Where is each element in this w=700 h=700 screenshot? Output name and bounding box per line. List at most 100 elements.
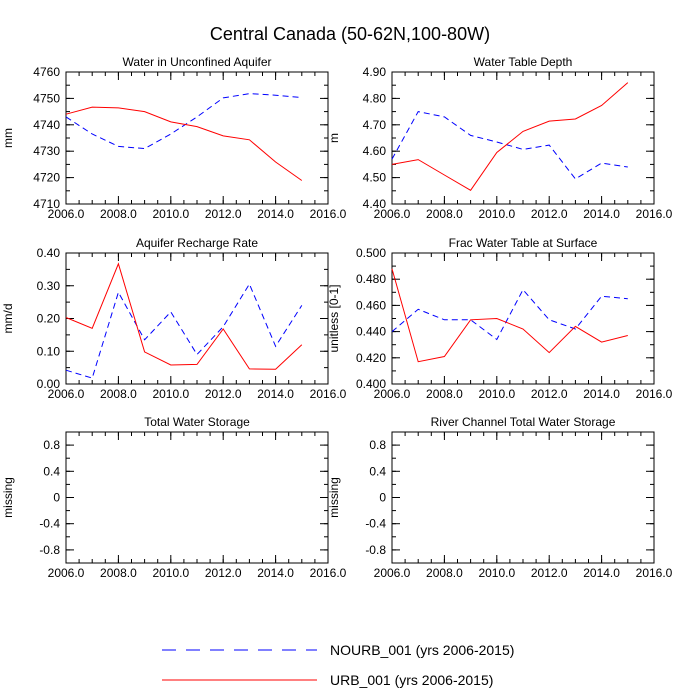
x-tick-label: 2014.0 bbox=[257, 207, 294, 221]
y-axis-label: mm/d bbox=[1, 304, 15, 334]
panel-title: Water Table Depth bbox=[474, 55, 573, 69]
x-tick-label: 2010.0 bbox=[478, 387, 515, 401]
x-tick-label: 2014.0 bbox=[257, 566, 294, 580]
y-tick-label: 4.60 bbox=[363, 144, 387, 158]
series-line-urb bbox=[65, 262, 303, 370]
y-tick-label: 4710 bbox=[33, 197, 60, 211]
x-tick-label: 2016.0 bbox=[636, 207, 673, 221]
y-tick-label: 0.00 bbox=[37, 377, 61, 391]
panel-frac-water-table-at-surface: Frac Water Table at Surface unitless [0-1… bbox=[327, 236, 673, 401]
x-tick-label: 2010.0 bbox=[478, 566, 515, 580]
y-tick-label: 4.80 bbox=[363, 91, 387, 105]
series-line-nourb bbox=[65, 93, 302, 150]
y-tick-label: 0.20 bbox=[37, 312, 61, 326]
x-tick-label: 2016.0 bbox=[636, 387, 673, 401]
x-tick-label: 2010.0 bbox=[152, 387, 189, 401]
y-tick-label: 0 bbox=[53, 491, 60, 505]
x-tick-label: 2016.0 bbox=[310, 566, 347, 580]
x-tick-label: 2008.0 bbox=[100, 387, 137, 401]
x-tick-label: 2014.0 bbox=[257, 387, 294, 401]
panel-title: Aquifer Recharge Rate bbox=[136, 236, 258, 250]
y-tick-label: -0.4 bbox=[365, 517, 386, 531]
y-tick-label: 0 bbox=[379, 491, 386, 505]
x-tick-label: 2016.0 bbox=[310, 387, 347, 401]
panel-river-channel-total-water-storage: River Channel Total Water Storage missing… bbox=[327, 415, 673, 580]
series-line-urb bbox=[391, 268, 628, 363]
x-tick-label: 2012.0 bbox=[205, 387, 242, 401]
series-line-nourb bbox=[391, 111, 628, 180]
y-tick-label: 4.40 bbox=[363, 197, 387, 211]
y-tick-label: 4.50 bbox=[363, 171, 387, 185]
x-tick-label: 2008.0 bbox=[100, 566, 137, 580]
x-tick-label: 2008.0 bbox=[426, 566, 463, 580]
legend-label-nourb: NOURB_001 (yrs 2006-2015) bbox=[330, 642, 514, 658]
x-tick-label: 2008.0 bbox=[426, 207, 463, 221]
x-tick-label: 2008.0 bbox=[100, 207, 137, 221]
y-tick-label: 0.440 bbox=[356, 325, 386, 339]
x-tick-label: 2010.0 bbox=[152, 566, 189, 580]
x-tick-label: 2014.0 bbox=[583, 207, 620, 221]
y-tick-label: -0.8 bbox=[365, 543, 386, 557]
plot-frame bbox=[391, 431, 655, 564]
x-tick-label: 2006.0 bbox=[374, 566, 411, 580]
x-tick-label: 2010.0 bbox=[152, 207, 189, 221]
figure-title: Central Canada (50-62N,100-80W) bbox=[210, 24, 490, 44]
y-tick-label: 0.460 bbox=[356, 298, 386, 312]
y-tick-label: 0.500 bbox=[356, 246, 386, 260]
series-line-urb bbox=[391, 82, 629, 191]
panel-water-in-unconfined-aquifer: Water in Unconfined Aquifer mm 2006.0 2008.… bbox=[1, 55, 347, 221]
y-tick-label: 4750 bbox=[33, 91, 60, 105]
series-line-nourb bbox=[65, 283, 303, 379]
x-tick-label: 2014.0 bbox=[583, 566, 620, 580]
y-axis-label: mm bbox=[1, 128, 15, 148]
y-axis-label: missing bbox=[327, 477, 341, 518]
x-tick-label: 2014.0 bbox=[583, 387, 620, 401]
panel-title: Frac Water Table at Surface bbox=[449, 236, 598, 250]
y-tick-label: 0.40 bbox=[37, 246, 61, 260]
y-tick-label: -0.8 bbox=[39, 543, 60, 557]
panel-total-water-storage: Total Water Storage missing 2006.0 2008.0 20… bbox=[1, 415, 347, 580]
y-tick-label: 0.10 bbox=[37, 344, 61, 358]
y-tick-label: 0.480 bbox=[356, 272, 386, 286]
y-tick-label: 4760 bbox=[33, 65, 60, 79]
y-tick-label: 0.4 bbox=[369, 464, 386, 478]
plot-frame bbox=[391, 71, 655, 205]
x-tick-label: 2006.0 bbox=[374, 387, 411, 401]
y-tick-label: 0.400 bbox=[356, 377, 386, 391]
x-tick-label: 2016.0 bbox=[310, 207, 347, 221]
y-tick-label: 4.70 bbox=[363, 118, 387, 132]
panel-water-table-depth: Water Table Depth m 2006.0 2008.0 2010.0 2012… bbox=[327, 55, 673, 221]
y-tick-label: 4.90 bbox=[363, 65, 387, 79]
y-tick-label: 0.4 bbox=[43, 464, 60, 478]
x-tick-label: 2016.0 bbox=[636, 566, 673, 580]
panels: Water in Unconfined Aquifer mm 2006.0 2008.… bbox=[1, 55, 673, 580]
x-tick-label: 2006.0 bbox=[48, 207, 85, 221]
panel-aquifer-recharge-rate: Aquifer Recharge Rate mm/d 2006.0 2008.0 201… bbox=[1, 236, 347, 401]
y-tick-label: 4740 bbox=[33, 118, 60, 132]
y-tick-label: 4720 bbox=[33, 171, 60, 185]
y-tick-label: 0.8 bbox=[369, 438, 386, 452]
y-axis-label: unitless [0-1] bbox=[327, 284, 341, 352]
series-line-nourb bbox=[391, 288, 628, 341]
plot-frame bbox=[65, 431, 329, 564]
x-tick-label: 2012.0 bbox=[531, 566, 568, 580]
panel-title: River Channel Total Water Storage bbox=[431, 415, 616, 429]
panel-title: Total Water Storage bbox=[144, 415, 250, 429]
x-tick-label: 2006.0 bbox=[48, 387, 85, 401]
x-tick-label: 2012.0 bbox=[205, 566, 242, 580]
x-tick-label: 2012.0 bbox=[531, 387, 568, 401]
x-tick-label: 2008.0 bbox=[426, 387, 463, 401]
legend: NOURB_001 (yrs 2006-2015) URB_001 (yrs 2… bbox=[162, 642, 514, 688]
y-tick-label: -0.4 bbox=[39, 517, 60, 531]
y-tick-label: 0.8 bbox=[43, 438, 60, 452]
y-axis-label: missing bbox=[1, 477, 15, 518]
panel-title: Water in Unconfined Aquifer bbox=[123, 55, 272, 69]
x-tick-label: 2010.0 bbox=[478, 207, 515, 221]
x-tick-label: 2006.0 bbox=[48, 566, 85, 580]
plot-frame bbox=[65, 71, 329, 205]
y-tick-label: 0.420 bbox=[356, 351, 386, 365]
y-axis-label: m bbox=[327, 133, 341, 143]
y-tick-label: 0.30 bbox=[37, 279, 61, 293]
x-tick-label: 2012.0 bbox=[531, 207, 568, 221]
